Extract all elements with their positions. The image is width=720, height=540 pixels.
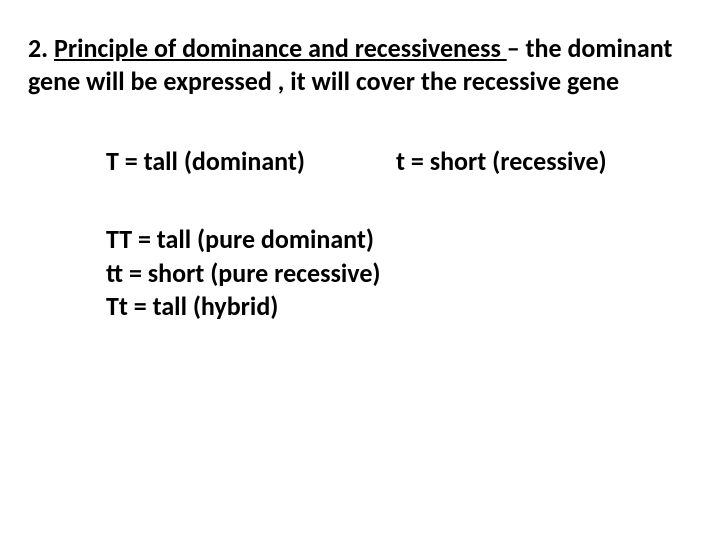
heading-underlined: Principle of dominance and recessiveness [54,32,507,64]
heading-prefix: 2. [28,32,54,64]
recessive-allele: t = short (recessive) [396,145,692,179]
dominant-allele: T = tall (dominant) [106,145,396,179]
genotype-homozygous-recessive: tt = short (pure recessive) [106,257,692,291]
allele-row: T = tall (dominant) t = short (recessive… [106,145,692,179]
genotype-homozygous-dominant: TT = tall (pure dominant) [106,223,692,257]
genotype-list: TT = tall (pure dominant) tt = short (pu… [106,223,692,324]
definitions-block: T = tall (dominant) t = short (recessive… [28,145,692,324]
principle-heading: 2. Principle of dominance and recessiven… [28,32,692,97]
genotype-heterozygous: Tt = tall (hybrid) [106,290,692,324]
